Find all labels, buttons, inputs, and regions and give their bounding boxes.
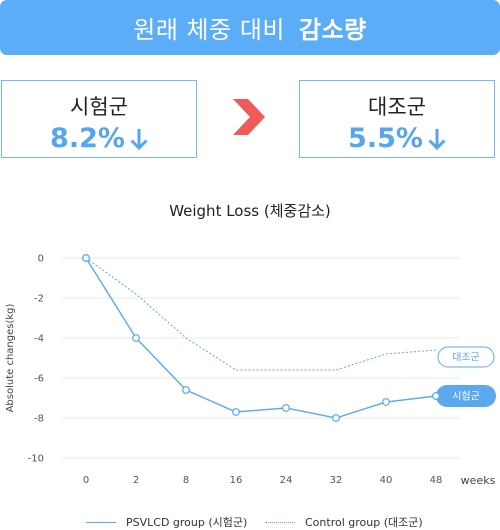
control-value: 5.5% [348,123,423,154]
data-point [282,404,290,412]
treatment-value-row: 8.2% [2,123,196,154]
y-tick-label: -4 [34,334,44,345]
treatment-label: 시험군 [70,95,128,119]
legend-swatch-solid [86,521,116,523]
treatment-end-marker [432,392,440,400]
x-tick-label: 40 [380,475,393,486]
header-banner: 원래 체중 대비 감소량 [0,0,500,55]
treatment-value: 8.2% [50,123,125,154]
x-tick-label: 2 [133,475,139,486]
data-point [82,254,90,262]
treatment-end-tag [436,385,496,407]
y-tick-label: -6 [34,374,44,385]
legend-item-control: Control group (대조군) [265,514,423,530]
y-tick-label: -10 [28,454,44,465]
y-tick-label: -2 [34,294,44,305]
legend-label-treatment: PSVLCD group (시험군) [126,516,248,529]
chart-title: Weight Loss (체중감소) [169,202,331,220]
x-tick-label: 48 [430,475,443,486]
treatment-result-box: 시험군 8.2% [1,80,197,158]
x-tick-label: 16 [230,475,243,486]
legend-item-treatment: PSVLCD group (시험군) [86,514,247,530]
x-tick-label: 32 [330,475,343,486]
series-line-control [85,257,437,371]
down-arrow-icon [130,128,148,150]
legend-label-control: Control group (대조군) [305,516,423,529]
chart-legend: PSVLCD group (시험군) Control group (대조군) [0,514,500,530]
series-line-treatment [85,257,437,419]
y-tick-label: 0 [38,254,44,265]
x-axis-label: weeks [461,474,496,487]
y-tick-label: -8 [34,414,44,425]
x-tick-label: 8 [183,475,189,486]
control-label: 대조군 [368,95,426,119]
data-point [232,408,240,416]
data-point [382,398,390,406]
banner-title: 원래 체중 대비 [133,16,285,44]
treatment-end-tag-label: 시험군 [452,391,480,403]
y-axis-label: Absolute changes(kg) [5,303,16,412]
control-value-row: 5.5% [300,123,494,154]
control-end-tag-label: 대조군 [452,352,480,364]
control-result-box: 대조군 5.5% [299,80,495,158]
data-point [182,386,190,394]
data-point [132,334,140,342]
weight-loss-chart: 0 -2 -4 -6 -8 -10 0 2 8 16 24 32 40 48 weeks Absolute c… [5,254,496,487]
legend-swatch-dotted [265,521,295,523]
x-tick-label: 24 [280,475,293,486]
banner-title-bold: 감소량 [299,16,367,44]
down-arrow-icon [428,128,446,150]
chevron-right-icon [233,99,265,135]
x-tick-label: 0 [83,475,89,486]
control-end-tag [437,346,495,368]
data-point [332,414,340,422]
